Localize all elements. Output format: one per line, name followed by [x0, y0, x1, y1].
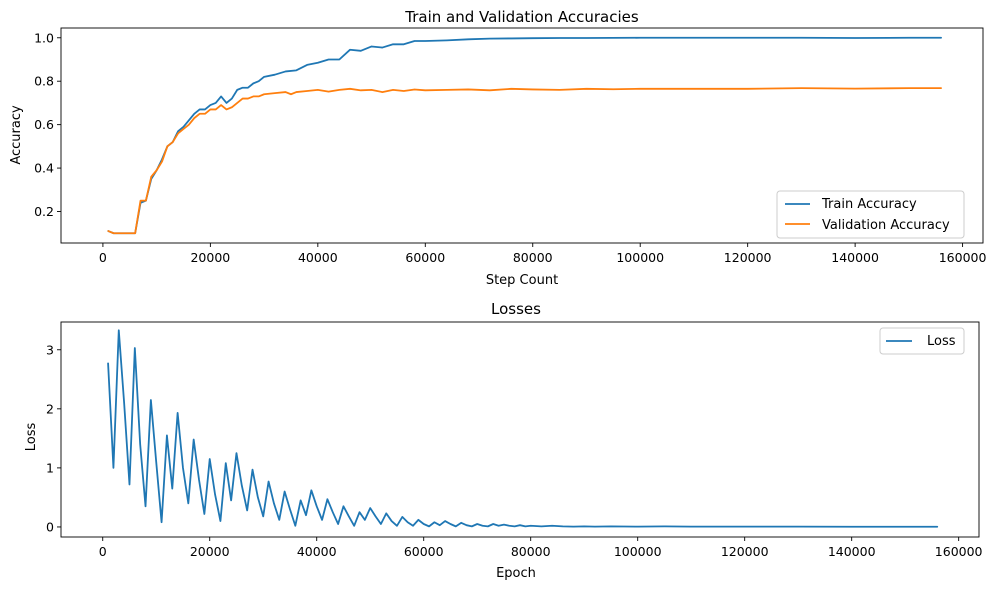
loss-y-tick-label: 1 [46, 460, 54, 475]
accuracy-x-tick-label: 0 [99, 250, 107, 265]
loss-x-axis-label: Epoch [496, 566, 536, 581]
accuracy-chart-title: Train and Validation Accuracies [404, 8, 639, 26]
accuracy-series-layer [107, 36, 942, 235]
legend-label-train-accuracy: Train Accuracy [821, 197, 917, 212]
loss-legend: Loss [879, 327, 965, 355]
loss-x-tick-label: 160000 [935, 544, 983, 559]
loss-x-tick-label: 60000 [404, 544, 444, 559]
accuracy-y-tick-label: 1.0 [34, 30, 54, 45]
loss-axes-frame [60, 321, 980, 538]
accuracy-y-tick-label: 0.4 [34, 161, 54, 176]
accuracy-x-tick-label: 80000 [513, 250, 553, 265]
loss-y-axis-label: Loss [24, 423, 39, 452]
loss-x-tick-label: 40000 [297, 544, 337, 559]
loss-x-ticks: 0 20000 40000 60000 80000 100000 120000 140000 1… [99, 537, 983, 559]
loss-y-tick-label: 2 [46, 401, 54, 416]
accuracy-x-tick-label: 20000 [190, 250, 230, 265]
accuracy-x-axis-label: Step Count [486, 273, 558, 288]
loss-x-tick-label: 20000 [190, 544, 230, 559]
loss-chart: Losses 0 20000 40000 60000 80000 100000 120000… [24, 300, 983, 581]
loss-x-tick-label: 140000 [828, 544, 876, 559]
loss-chart-title: Losses [491, 300, 541, 318]
loss-x-tick-label: 80000 [511, 544, 551, 559]
loss-legend-box [879, 327, 965, 355]
accuracy-chart: Train and Validation Accuracies 0 20000 40… [9, 8, 986, 288]
accuracy-x-tick-label: 40000 [298, 250, 338, 265]
accuracy-x-tick-label: 60000 [405, 250, 445, 265]
loss-y-tick-label: 3 [46, 342, 54, 357]
legend-label-validation-accuracy: Validation Accuracy [822, 218, 950, 233]
accuracy-y-tick-label: 0.6 [34, 117, 54, 132]
accuracy-x-tick-label: 120000 [724, 250, 772, 265]
accuracy-axes-frame [60, 27, 984, 244]
legend-label-loss: Loss [927, 334, 956, 349]
accuracy-y-ticks: 0.2 0.4 0.6 0.8 1.0 [34, 30, 61, 219]
accuracy-x-tick-label: 100000 [616, 250, 664, 265]
loss-y-tick-label: 0 [46, 519, 54, 534]
accuracy-x-tick-label: 160000 [939, 250, 987, 265]
accuracy-y-axis-label: Accuracy [9, 105, 24, 165]
accuracy-x-ticks: 0 20000 40000 60000 80000 100000 120000 140000 1… [99, 243, 987, 265]
accuracy-legend: Train Accuracy Validation Accuracy [776, 190, 965, 239]
accuracy-y-tick-label: 0.8 [34, 74, 54, 89]
loss-x-tick-label: 0 [99, 544, 107, 559]
accuracy-legend-box [776, 190, 965, 239]
loss-series-layer [107, 329, 939, 528]
loss-y-ticks: 0 1 2 3 [46, 342, 61, 534]
loss-x-tick-label: 100000 [614, 544, 662, 559]
accuracy-x-tick-label: 140000 [831, 250, 879, 265]
accuracy-y-tick-label: 0.2 [34, 204, 54, 219]
loss-x-tick-label: 120000 [721, 544, 769, 559]
series-line-loss [107, 329, 939, 528]
series-line-validation-accuracy [107, 87, 942, 235]
